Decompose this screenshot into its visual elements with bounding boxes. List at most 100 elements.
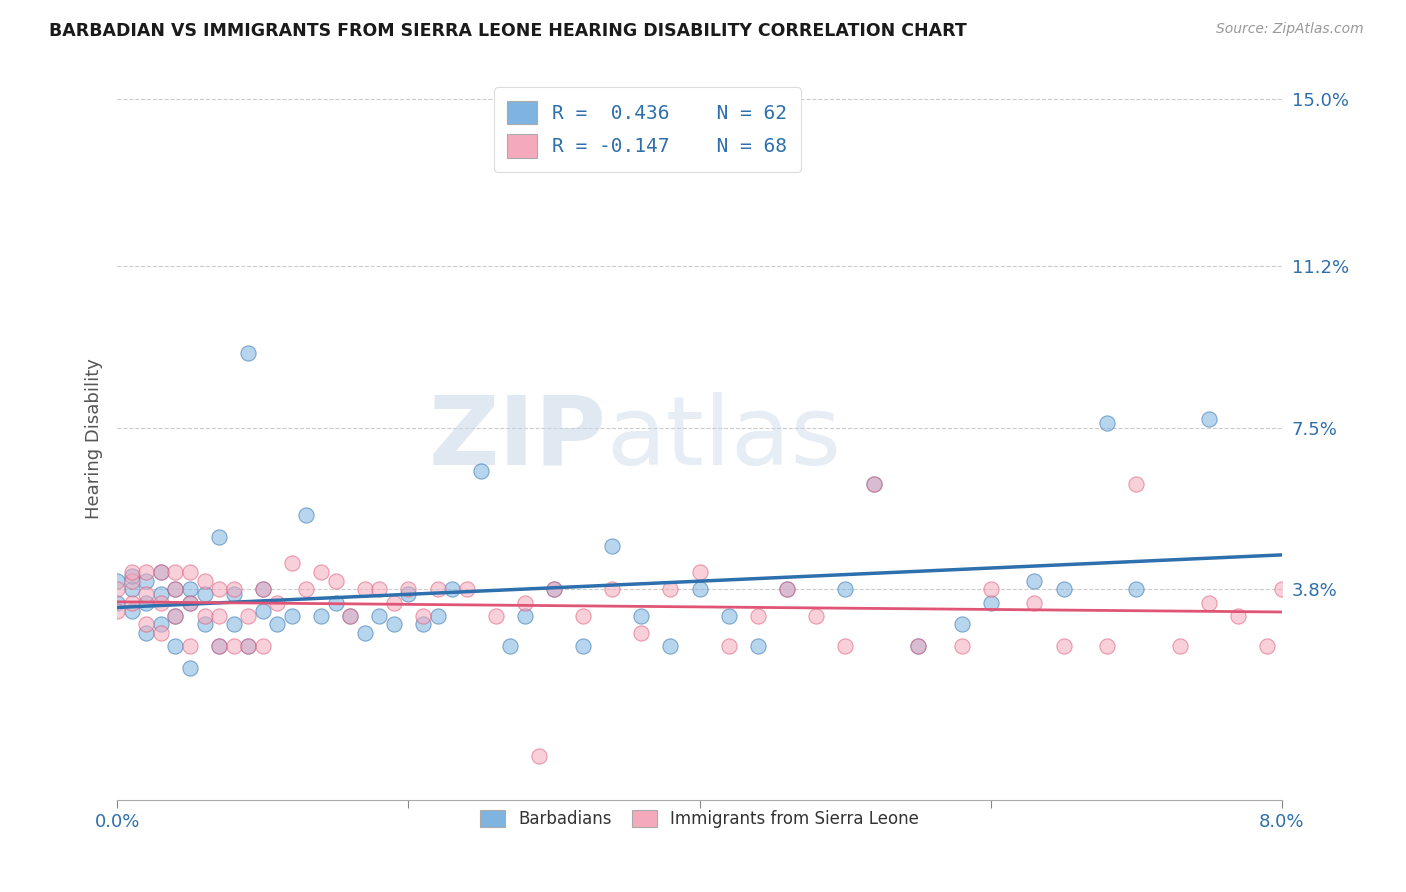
Point bbox=[193, 587, 215, 601]
Text: atlas: atlas bbox=[606, 392, 842, 485]
Point bbox=[105, 604, 128, 618]
Point bbox=[804, 608, 827, 623]
Point bbox=[485, 608, 508, 623]
Point bbox=[325, 574, 347, 588]
Point bbox=[717, 608, 740, 623]
Point bbox=[907, 640, 929, 654]
Point bbox=[222, 640, 245, 654]
Point bbox=[499, 640, 522, 654]
Point bbox=[238, 640, 260, 654]
Point bbox=[252, 604, 274, 618]
Point bbox=[529, 748, 551, 763]
Point bbox=[1024, 596, 1046, 610]
Point bbox=[121, 569, 143, 583]
Point bbox=[572, 608, 595, 623]
Point bbox=[396, 582, 419, 597]
Point bbox=[238, 640, 260, 654]
Point bbox=[689, 565, 711, 579]
Point bbox=[834, 640, 856, 654]
Point bbox=[252, 640, 274, 654]
Point bbox=[1097, 416, 1119, 430]
Text: Source: ZipAtlas.com: Source: ZipAtlas.com bbox=[1216, 22, 1364, 37]
Point bbox=[121, 604, 143, 618]
Point bbox=[179, 596, 201, 610]
Point bbox=[382, 617, 405, 632]
Point bbox=[266, 596, 288, 610]
Point bbox=[950, 640, 973, 654]
Point bbox=[135, 617, 157, 632]
Point bbox=[179, 596, 201, 610]
Point bbox=[165, 565, 187, 579]
Point bbox=[863, 477, 886, 491]
Point bbox=[325, 596, 347, 610]
Point bbox=[208, 608, 231, 623]
Point bbox=[309, 608, 332, 623]
Point bbox=[776, 582, 799, 597]
Point bbox=[193, 617, 215, 632]
Point bbox=[1198, 411, 1220, 425]
Point bbox=[105, 582, 128, 597]
Point bbox=[630, 626, 652, 640]
Point bbox=[572, 640, 595, 654]
Point bbox=[281, 556, 304, 570]
Point bbox=[1024, 574, 1046, 588]
Point bbox=[149, 626, 172, 640]
Point bbox=[382, 596, 405, 610]
Text: BARBADIAN VS IMMIGRANTS FROM SIERRA LEONE HEARING DISABILITY CORRELATION CHART: BARBADIAN VS IMMIGRANTS FROM SIERRA LEON… bbox=[49, 22, 967, 40]
Point bbox=[121, 574, 143, 588]
Point bbox=[149, 565, 172, 579]
Point bbox=[135, 574, 157, 588]
Point bbox=[105, 574, 128, 588]
Point bbox=[1256, 640, 1278, 654]
Point bbox=[717, 640, 740, 654]
Point bbox=[907, 640, 929, 654]
Point bbox=[135, 596, 157, 610]
Point bbox=[426, 608, 449, 623]
Text: ZIP: ZIP bbox=[429, 392, 606, 485]
Point bbox=[1052, 582, 1074, 597]
Point bbox=[426, 582, 449, 597]
Point bbox=[309, 565, 332, 579]
Point bbox=[149, 617, 172, 632]
Point bbox=[165, 608, 187, 623]
Point bbox=[1125, 477, 1147, 491]
Point bbox=[1168, 640, 1191, 654]
Point bbox=[179, 565, 201, 579]
Point bbox=[238, 346, 260, 360]
Point bbox=[179, 661, 201, 675]
Point bbox=[281, 608, 304, 623]
Point bbox=[456, 582, 478, 597]
Point bbox=[121, 565, 143, 579]
Point bbox=[135, 587, 157, 601]
Point bbox=[149, 587, 172, 601]
Point bbox=[165, 582, 187, 597]
Point bbox=[353, 582, 375, 597]
Point bbox=[368, 582, 391, 597]
Point bbox=[238, 608, 260, 623]
Point bbox=[105, 596, 128, 610]
Point bbox=[980, 582, 1002, 597]
Point bbox=[513, 596, 536, 610]
Point bbox=[543, 582, 565, 597]
Point bbox=[368, 608, 391, 623]
Point bbox=[1052, 640, 1074, 654]
Point bbox=[441, 582, 464, 597]
Point bbox=[1125, 582, 1147, 597]
Point bbox=[747, 608, 769, 623]
Point bbox=[222, 617, 245, 632]
Point bbox=[353, 626, 375, 640]
Point bbox=[747, 640, 769, 654]
Point bbox=[1097, 640, 1119, 654]
Point bbox=[121, 596, 143, 610]
Point bbox=[165, 640, 187, 654]
Point bbox=[252, 582, 274, 597]
Point bbox=[295, 582, 318, 597]
Point bbox=[396, 587, 419, 601]
Point bbox=[980, 596, 1002, 610]
Point bbox=[165, 608, 187, 623]
Point bbox=[149, 565, 172, 579]
Point bbox=[135, 565, 157, 579]
Point bbox=[208, 530, 231, 544]
Y-axis label: Hearing Disability: Hearing Disability bbox=[86, 358, 103, 519]
Point bbox=[339, 608, 361, 623]
